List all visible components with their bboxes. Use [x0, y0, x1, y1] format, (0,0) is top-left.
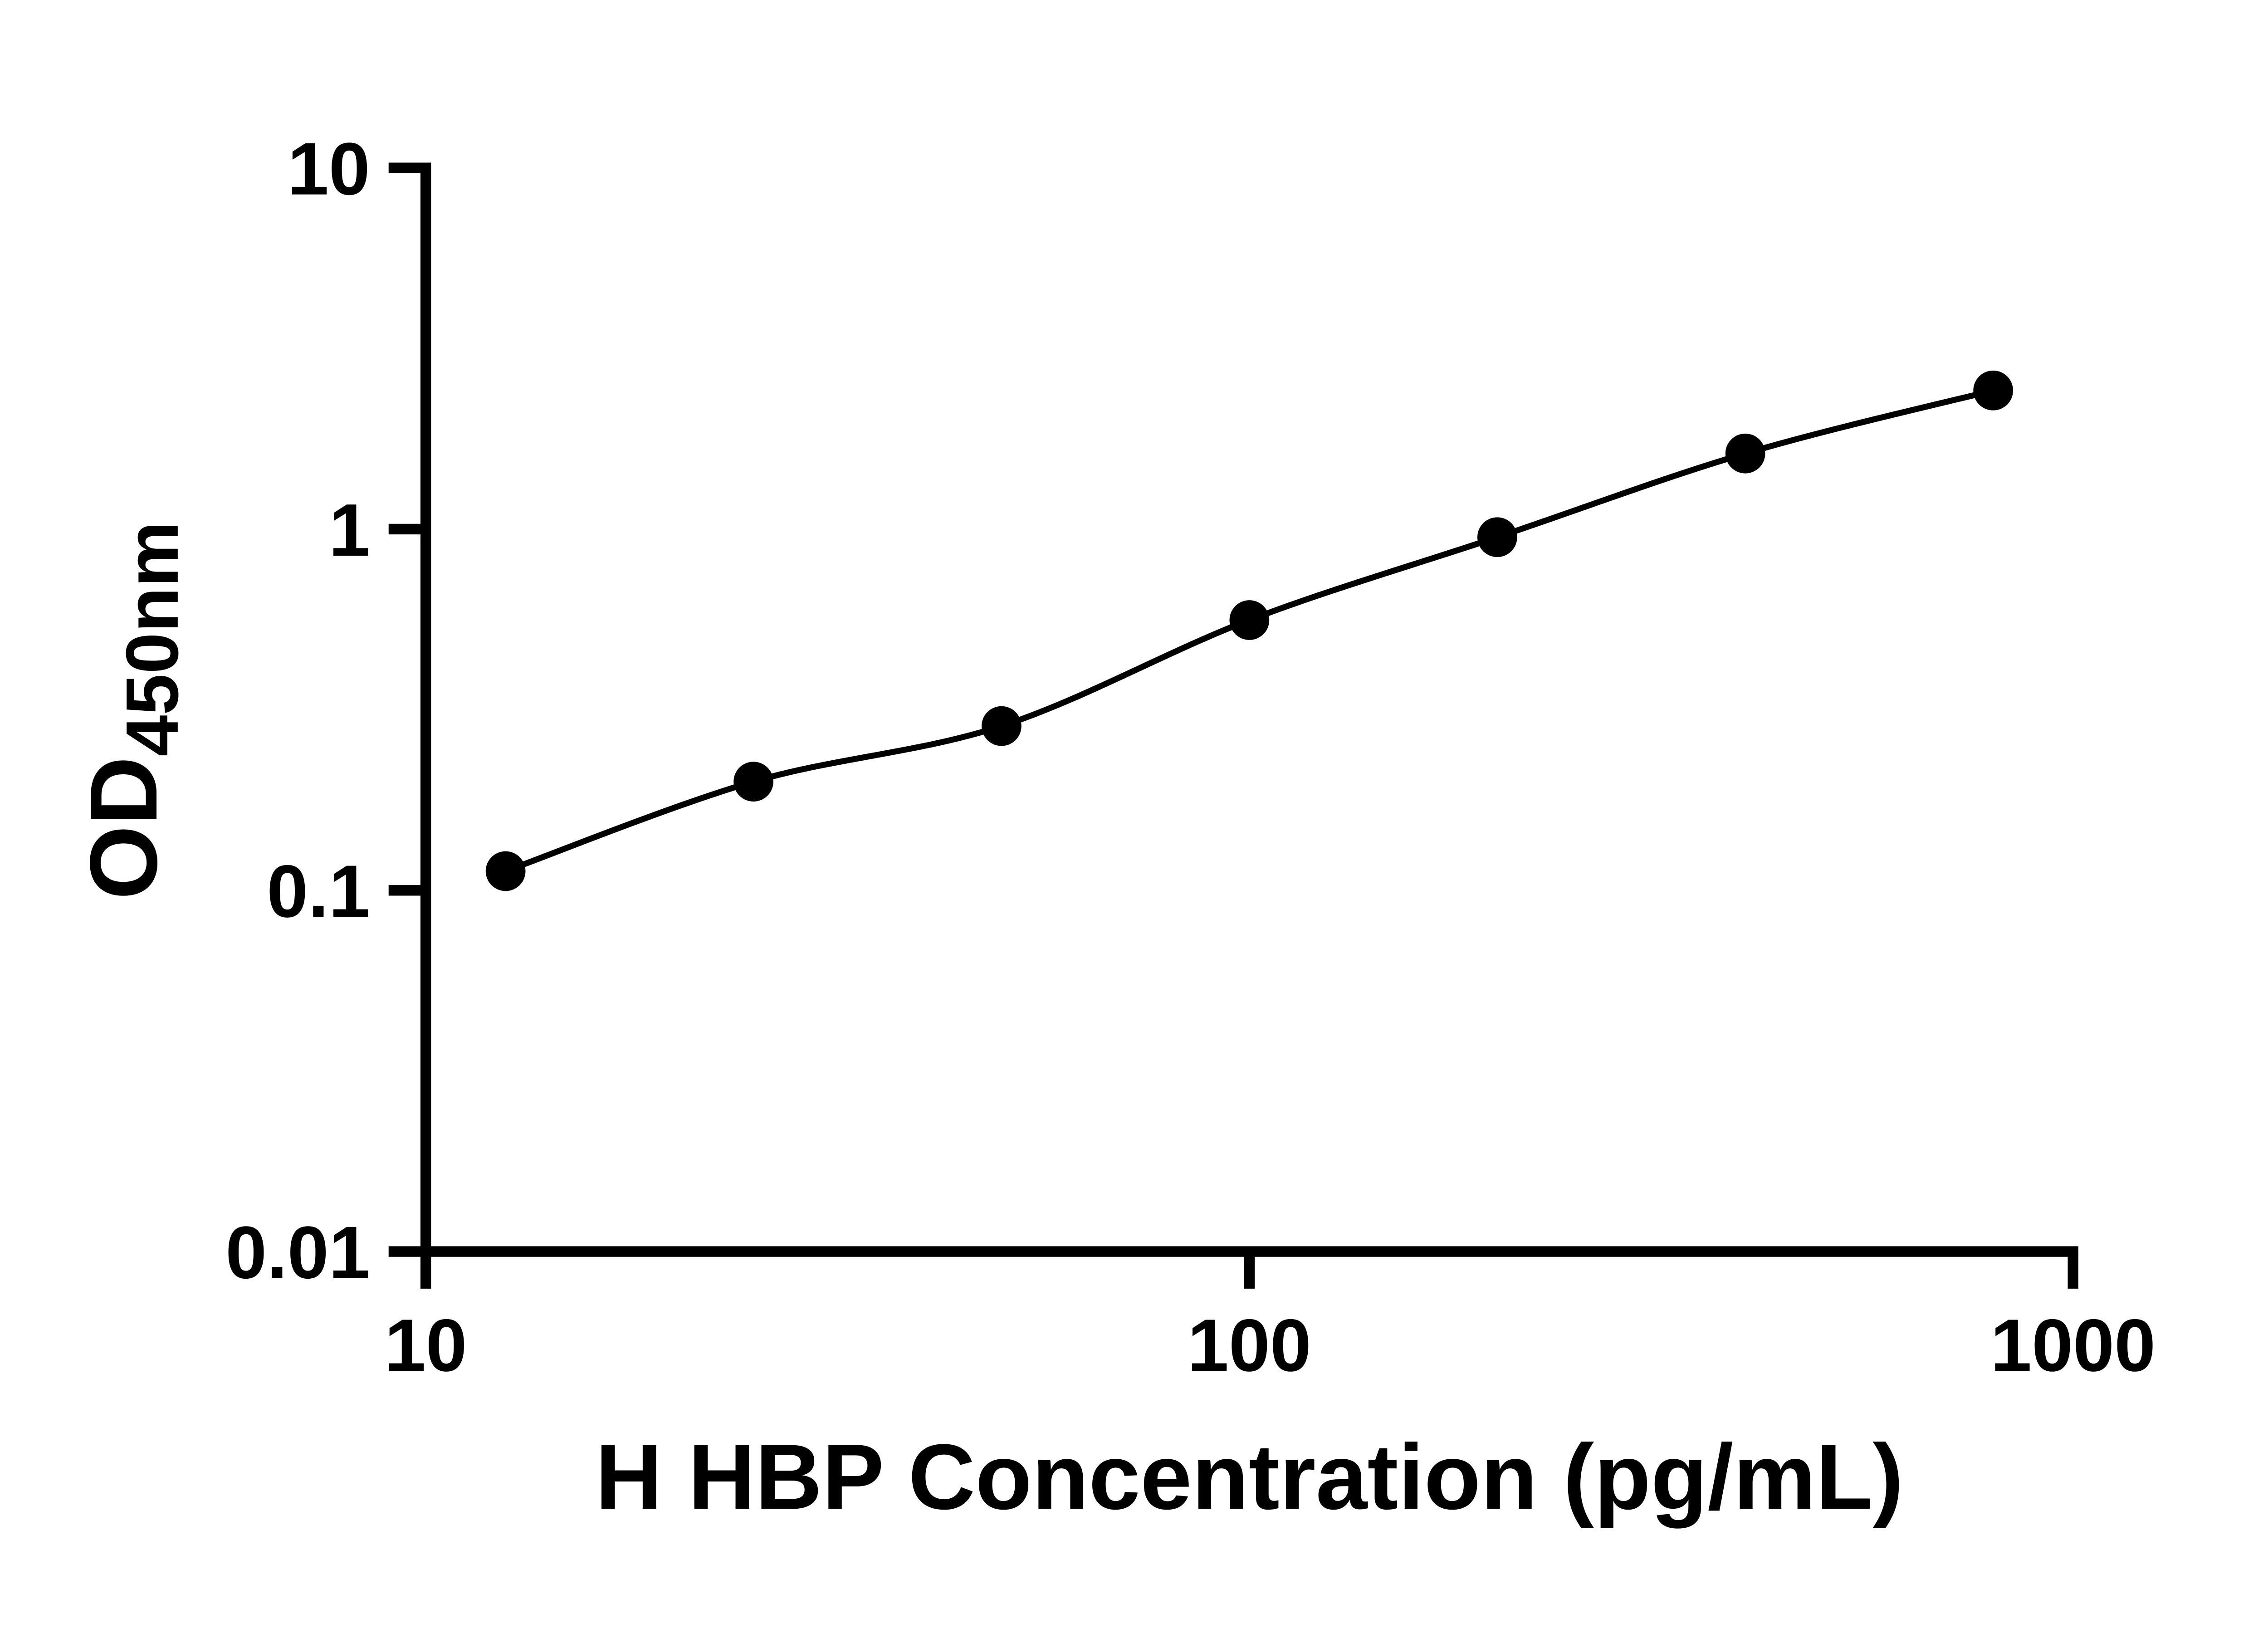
- data-point-marker: [485, 851, 526, 891]
- y-tick-label: 0.1: [267, 850, 370, 933]
- data-point-marker: [733, 762, 773, 802]
- x-axis-title: H HBP Concentration (pg/mL): [595, 1425, 1903, 1529]
- data-point-marker: [1973, 370, 2014, 411]
- y-axis-title-subscript: 450nm: [111, 521, 194, 757]
- x-tick-label: 100: [1188, 1304, 1311, 1387]
- y-axis-title: OD450nm: [70, 521, 194, 900]
- y-tick-label: 1: [329, 489, 370, 572]
- x-tick-label: 10: [385, 1304, 467, 1387]
- data-point-marker: [1477, 517, 1517, 557]
- data-point-marker: [1229, 600, 1270, 640]
- axes-spine: [420, 162, 2078, 1257]
- y-axis-title-main: OD: [70, 757, 177, 900]
- x-tick-label: 1000: [1990, 1304, 2156, 1387]
- data-point-marker: [1725, 433, 1765, 474]
- plot-layer: 0.01 0.1 1 10 10 100 1000: [225, 127, 2156, 1387]
- y-tick-label: 10: [288, 127, 370, 210]
- data-point-marker: [982, 706, 1022, 746]
- y-tick-label: 0.01: [225, 1211, 370, 1294]
